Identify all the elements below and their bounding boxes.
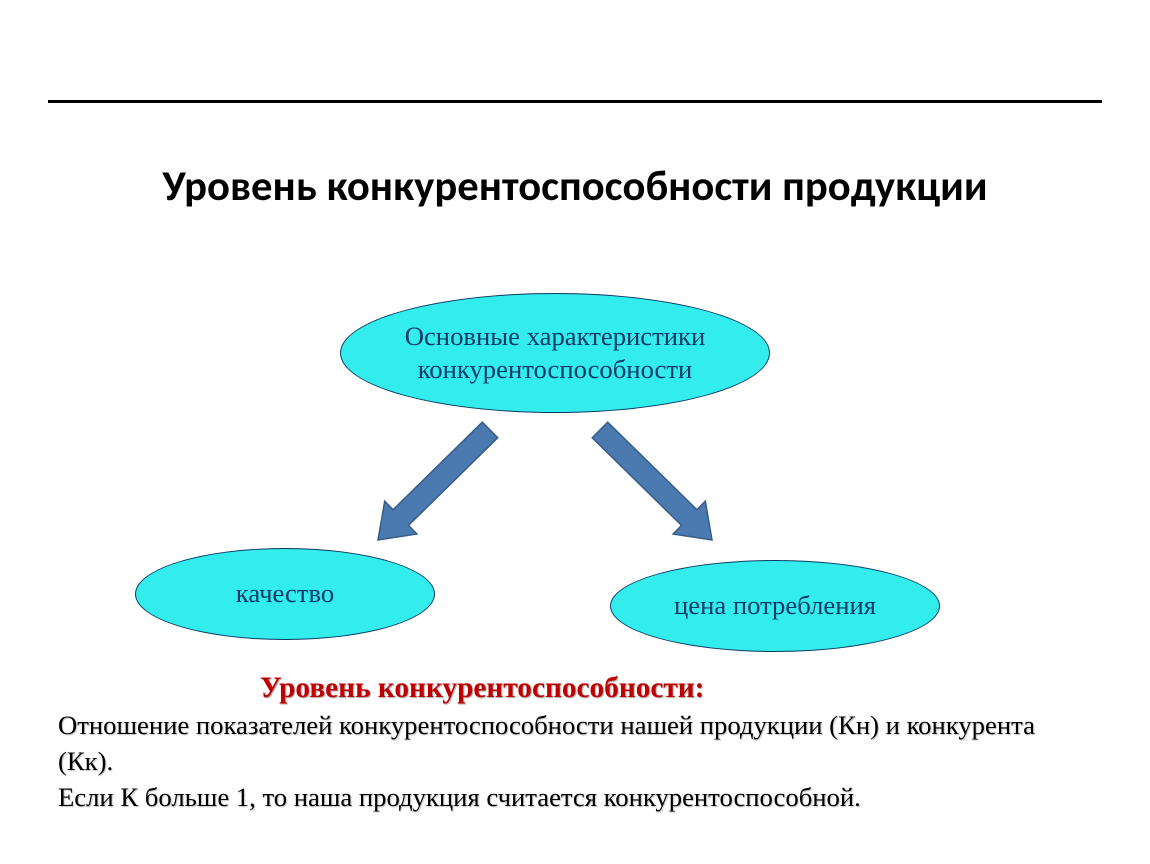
subheading: Уровень конкурентоспособности: — [260, 672, 704, 705]
page-title: Уровень конкурентоспособности продукции — [0, 160, 1150, 212]
diagram-node-right: цена потребления — [610, 560, 940, 652]
diagram-node-right-label: цена потребления — [662, 589, 888, 622]
diagram-node-left-label: качество — [224, 577, 346, 610]
diagram-node-top-label: Основные характеристики конкурентоспособ… — [341, 320, 769, 387]
diagram-arrows — [338, 390, 752, 580]
body-text: Отношение показателей конкурентоспособно… — [58, 708, 1068, 816]
diagram-node-top: Основные характеристики конкурентоспособ… — [340, 293, 770, 413]
diagram-node-left: качество — [135, 548, 435, 640]
horizontal-rule — [48, 100, 1102, 103]
